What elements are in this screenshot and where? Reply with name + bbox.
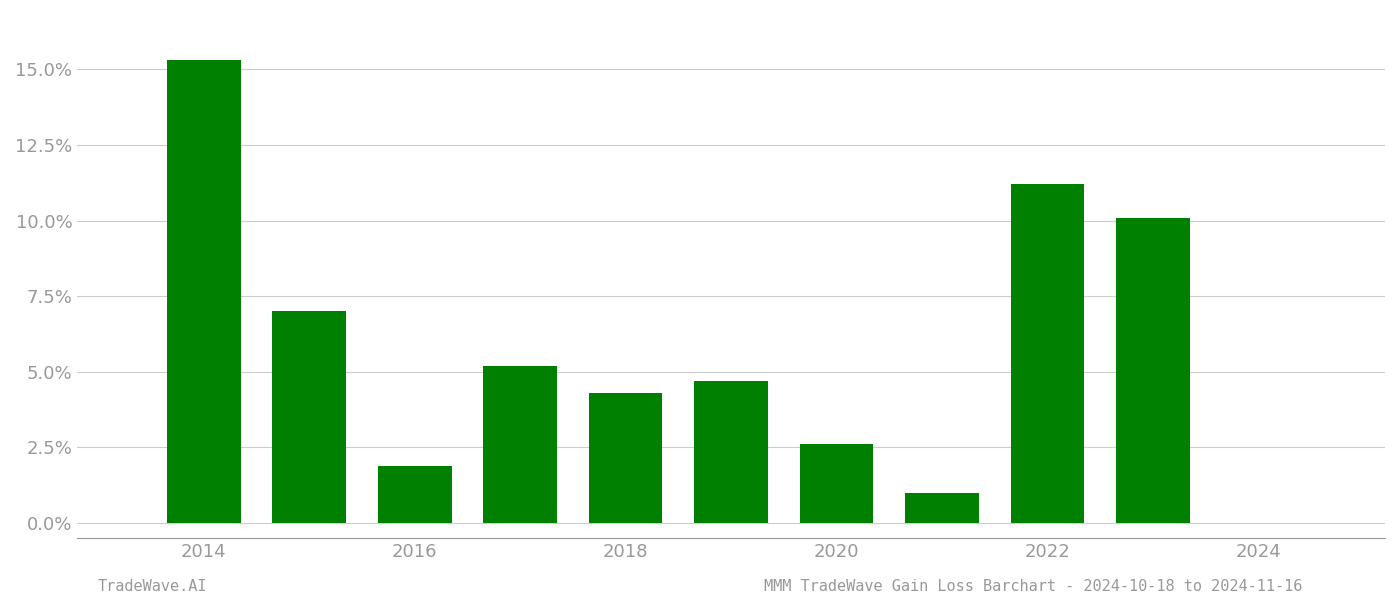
- Bar: [694, 381, 769, 523]
- Text: TradeWave.AI: TradeWave.AI: [98, 579, 207, 594]
- Bar: [1116, 218, 1190, 523]
- Bar: [483, 366, 557, 523]
- Bar: [799, 445, 874, 523]
- Bar: [272, 311, 346, 523]
- Bar: [167, 61, 241, 523]
- Text: MMM TradeWave Gain Loss Barchart - 2024-10-18 to 2024-11-16: MMM TradeWave Gain Loss Barchart - 2024-…: [763, 579, 1302, 594]
- Bar: [378, 466, 452, 523]
- Bar: [904, 493, 979, 523]
- Bar: [588, 393, 662, 523]
- Bar: [1011, 184, 1085, 523]
